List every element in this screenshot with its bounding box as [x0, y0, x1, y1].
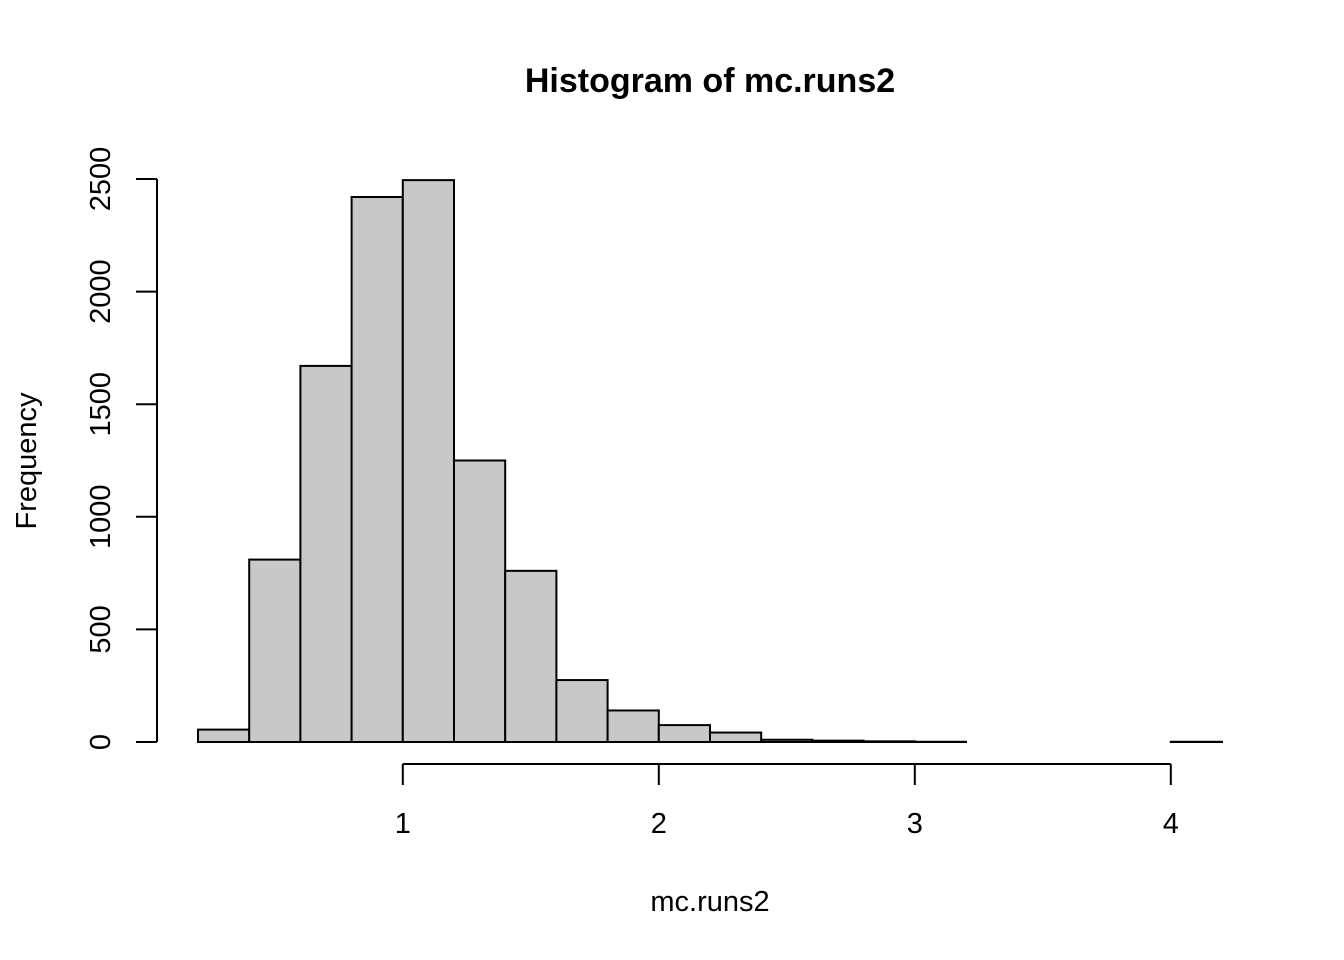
bars-group — [197, 179, 1224, 744]
y-tick-label: 2500 — [85, 147, 117, 212]
histogram-bar — [811, 739, 865, 744]
x-tick-label: 3 — [907, 808, 923, 840]
y-tick-label: 500 — [85, 605, 117, 653]
y-tick-label: 1500 — [85, 372, 117, 437]
histogram-bar — [350, 196, 404, 744]
histogram-bar — [657, 724, 711, 743]
y-axis: 0 500 1000 1500 2000 2500 — [85, 147, 158, 750]
histogram-bar — [453, 459, 507, 743]
histogram-bar — [401, 179, 455, 744]
x-axis: 1 2 3 4 — [395, 763, 1179, 840]
histogram-bar — [197, 728, 251, 744]
x-tick-label: 4 — [1163, 808, 1179, 840]
histogram-bar — [862, 740, 916, 744]
y-tick-label: 1000 — [85, 485, 117, 550]
histogram-bar — [299, 364, 353, 743]
histogram-bar — [606, 709, 660, 743]
histogram-bar — [760, 738, 814, 743]
x-axis-label: mc.runs2 — [650, 886, 769, 918]
histogram-bar — [504, 569, 558, 744]
y-tick-label: 0 — [85, 734, 117, 750]
histogram-bar — [709, 731, 763, 744]
y-axis-label: Frequency — [11, 392, 43, 530]
x-tick-label: 2 — [651, 808, 667, 840]
y-tick-label: 2000 — [85, 259, 117, 324]
histogram-bar — [248, 558, 302, 744]
histogram-bar — [555, 679, 609, 744]
chart-title: Histogram of mc.runs2 — [525, 62, 895, 100]
x-tick-label: 1 — [395, 808, 411, 840]
